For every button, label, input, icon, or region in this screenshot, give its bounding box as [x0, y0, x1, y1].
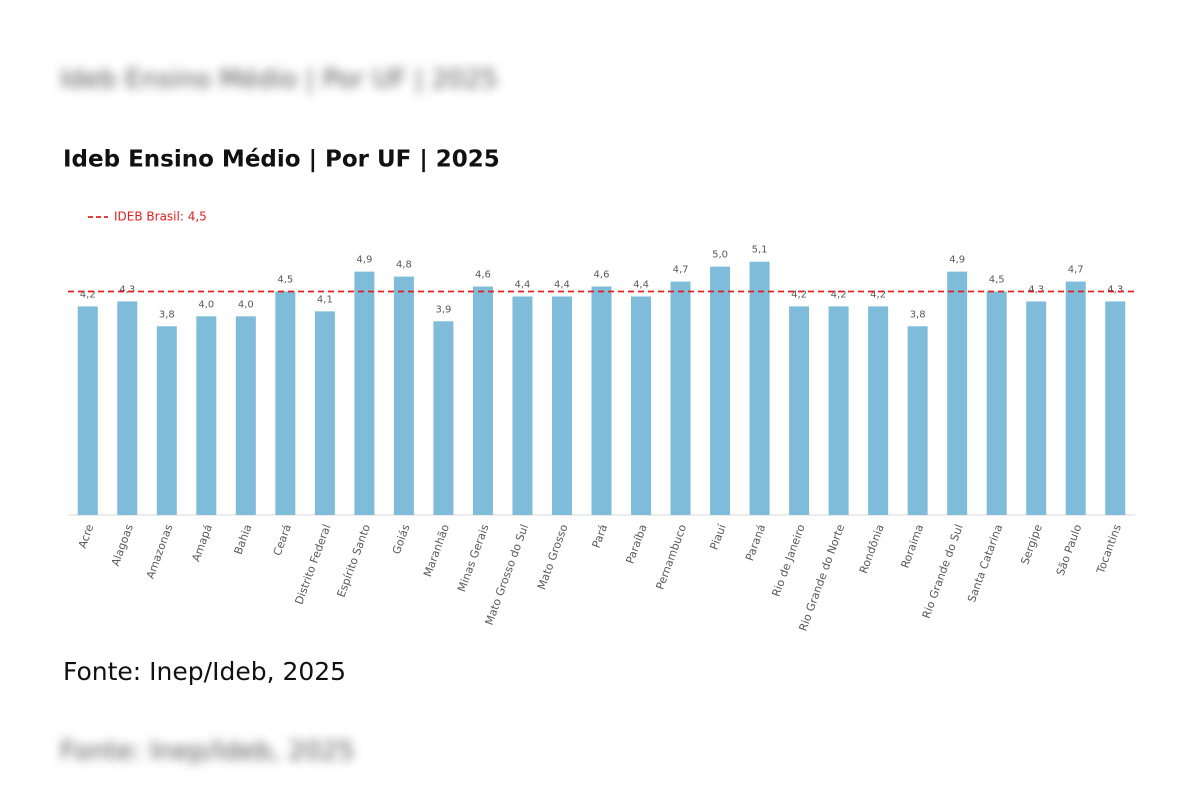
bar [117, 301, 138, 515]
x-tick-label: Acre [76, 522, 97, 550]
value-label: 4,0 [198, 299, 214, 310]
bar [868, 306, 889, 515]
value-label: 4,4 [515, 279, 531, 290]
bar [907, 326, 928, 515]
x-tick-label: Pernambuco [654, 522, 690, 591]
x-tick-label: Santa Catarina [965, 523, 1005, 605]
x-tick-label: Amazonas [144, 522, 176, 580]
value-label: 4,3 [119, 284, 135, 295]
value-label: 4,7 [673, 265, 689, 276]
value-label: 4,4 [554, 279, 570, 290]
x-tick-label: Roraima [898, 523, 926, 570]
bar [156, 326, 177, 515]
x-tick-label: Paraná [743, 523, 768, 563]
value-label: 4,5 [989, 275, 1005, 286]
bar [1105, 301, 1126, 515]
x-tick-label: Rio Grande do Sul [920, 523, 966, 621]
source: Fonte: Inep/Ideb, 2025 [63, 657, 346, 686]
x-tick-label: Minas Gerais [455, 522, 492, 593]
bar [472, 286, 493, 515]
bar [235, 316, 256, 515]
x-tick-label: Mato Grosso [535, 522, 571, 591]
x-tick-label: São Paulo [1054, 522, 1085, 577]
bar [1026, 301, 1047, 515]
value-label: 4,7 [1068, 265, 1084, 276]
value-label: 5,1 [752, 245, 768, 256]
value-label: 4,3 [1107, 284, 1123, 295]
bar [1065, 281, 1086, 515]
x-tick-label: Distrito Federal [292, 523, 333, 607]
x-tick-label: Alagoas [109, 522, 136, 568]
x-tick-label: Rio de Janeiro [770, 522, 808, 598]
value-label: 4,2 [791, 289, 807, 300]
x-tick-label: Maranhão [421, 522, 452, 578]
chart-title: Ideb Ensino Médio | Por UF | 2025 [63, 147, 500, 173]
value-label: 4,2 [831, 289, 847, 300]
x-tick-label: Rio Grande do Norte [796, 522, 847, 633]
x-tick-label: Goiás [390, 522, 413, 556]
x-tick-label: Amapá [189, 523, 214, 564]
value-label: 4,8 [396, 260, 412, 271]
value-label: 4,5 [277, 275, 293, 286]
value-label: 3,9 [435, 304, 451, 315]
bar [710, 266, 731, 515]
value-label: 4,6 [594, 270, 610, 281]
bar [551, 296, 572, 515]
x-tick-label: Pará [590, 523, 610, 550]
x-tick-label: Sergipe [1018, 522, 1045, 566]
bar [670, 281, 691, 515]
value-label: 4,2 [80, 289, 96, 300]
bar [314, 311, 335, 515]
value-label: 5,0 [712, 250, 728, 261]
value-label: 4,6 [475, 270, 491, 281]
value-label: 4,1 [317, 294, 333, 305]
blurred-title: Ideb Ensino Médio | Por UF | 2025 [60, 65, 498, 95]
x-tick-label: Piauí [708, 522, 730, 552]
bar [591, 286, 612, 515]
x-tick-label: Tocantins [1094, 522, 1124, 576]
bar [196, 316, 217, 515]
bar [828, 306, 849, 515]
bar [77, 306, 98, 515]
value-label: 4,2 [870, 289, 886, 300]
x-tick-label: Mato Grosso do Sul [483, 523, 532, 627]
x-tick-label: Rondônia [857, 523, 887, 576]
bar [433, 321, 454, 515]
legend-label: IDEB Brasil: 4,5 [114, 210, 207, 224]
value-label: 3,8 [159, 309, 175, 320]
bar [631, 296, 652, 515]
bar [986, 291, 1007, 515]
bar [789, 306, 810, 515]
bar [749, 261, 770, 515]
value-label: 4,3 [1028, 284, 1044, 295]
value-label: 4,0 [238, 299, 254, 310]
x-tick-label: Espírito Santo [335, 522, 373, 599]
bar [947, 271, 968, 515]
value-label: 3,8 [910, 309, 926, 320]
x-tick-label: Paraíba [623, 523, 649, 566]
x-tick-label: Bahia [232, 523, 255, 557]
x-tick-label: Ceará [271, 523, 294, 558]
blurred-source: Fonte: Inep/Ideb, 2025 [60, 737, 354, 767]
value-label: 4,4 [633, 279, 649, 290]
bar [354, 271, 375, 515]
bar [393, 276, 414, 515]
bar [275, 291, 296, 515]
bar [512, 296, 533, 515]
value-label: 4,9 [949, 255, 965, 266]
value-label: 4,9 [356, 255, 372, 266]
